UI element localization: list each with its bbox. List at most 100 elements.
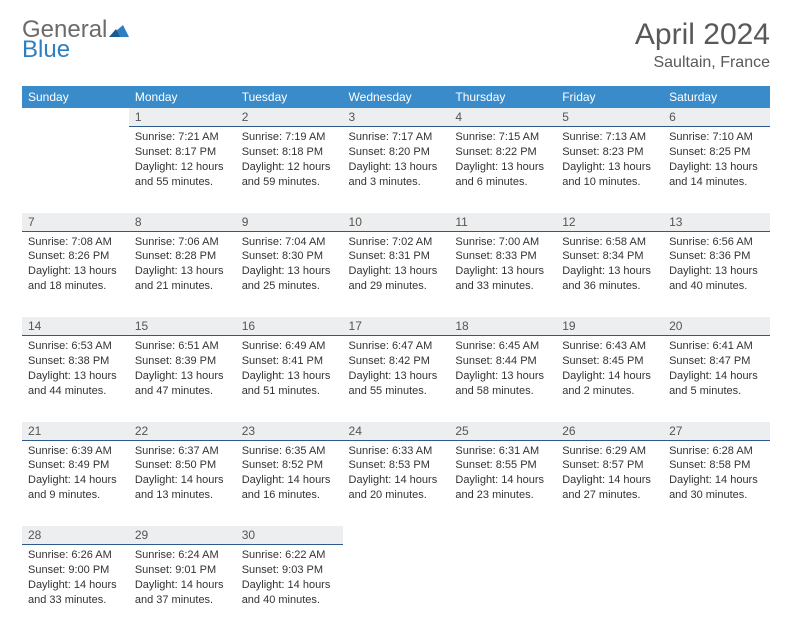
sunset-text: Sunset: 8:44 PM bbox=[455, 354, 550, 369]
day-content-cell bbox=[556, 545, 663, 631]
day-number-cell: 14 bbox=[22, 317, 129, 336]
day-content-cell: Sunrise: 7:00 AMSunset: 8:33 PMDaylight:… bbox=[449, 231, 556, 317]
sunrise-text: Sunrise: 6:24 AM bbox=[135, 548, 230, 563]
sunset-text: Sunset: 8:28 PM bbox=[135, 249, 230, 264]
daylight-text-line1: Daylight: 14 hours bbox=[242, 473, 337, 488]
daynum-row: 282930 bbox=[22, 526, 770, 545]
sunset-text: Sunset: 8:25 PM bbox=[669, 145, 764, 160]
day-number-cell: 7 bbox=[22, 213, 129, 232]
day-number-cell: 20 bbox=[663, 317, 770, 336]
sunrise-text: Sunrise: 7:13 AM bbox=[562, 130, 657, 145]
day-content-cell: Sunrise: 6:56 AMSunset: 8:36 PMDaylight:… bbox=[663, 231, 770, 317]
daylight-text-line1: Daylight: 13 hours bbox=[135, 264, 230, 279]
day-content-cell: Sunrise: 6:53 AMSunset: 8:38 PMDaylight:… bbox=[22, 336, 129, 422]
day-number-cell: 22 bbox=[129, 422, 236, 441]
day-number-cell bbox=[22, 108, 129, 127]
day-content-cell: Sunrise: 7:13 AMSunset: 8:23 PMDaylight:… bbox=[556, 127, 663, 213]
weekday-header: Monday bbox=[129, 86, 236, 108]
sunset-text: Sunset: 8:18 PM bbox=[242, 145, 337, 160]
daylight-text-line2: and 40 minutes. bbox=[669, 279, 764, 294]
daylight-text-line1: Daylight: 13 hours bbox=[349, 369, 444, 384]
weekday-header: Saturday bbox=[663, 86, 770, 108]
day-number-cell: 30 bbox=[236, 526, 343, 545]
day-number-cell: 25 bbox=[449, 422, 556, 441]
sunset-text: Sunset: 8:42 PM bbox=[349, 354, 444, 369]
sunset-text: Sunset: 8:47 PM bbox=[669, 354, 764, 369]
logo-text-blue: Blue bbox=[22, 38, 129, 62]
daylight-text-line2: and 37 minutes. bbox=[135, 593, 230, 608]
sunrise-text: Sunrise: 6:49 AM bbox=[242, 339, 337, 354]
day-content-cell: Sunrise: 6:22 AMSunset: 9:03 PMDaylight:… bbox=[236, 545, 343, 631]
location: Saultain, France bbox=[635, 54, 770, 72]
sunset-text: Sunset: 8:57 PM bbox=[562, 458, 657, 473]
daylight-text-line2: and 55 minutes. bbox=[135, 175, 230, 190]
sunrise-text: Sunrise: 6:43 AM bbox=[562, 339, 657, 354]
daylight-text-line1: Daylight: 12 hours bbox=[135, 160, 230, 175]
day-content-cell: Sunrise: 7:10 AMSunset: 8:25 PMDaylight:… bbox=[663, 127, 770, 213]
daylight-text-line2: and 55 minutes. bbox=[349, 384, 444, 399]
daylight-text-line1: Daylight: 13 hours bbox=[28, 369, 123, 384]
sunrise-text: Sunrise: 6:53 AM bbox=[28, 339, 123, 354]
daylight-text-line2: and 10 minutes. bbox=[562, 175, 657, 190]
daylight-text-line2: and 33 minutes. bbox=[455, 279, 550, 294]
calendar-table: Sunday Monday Tuesday Wednesday Thursday… bbox=[22, 86, 770, 631]
day-content-cell: Sunrise: 6:41 AMSunset: 8:47 PMDaylight:… bbox=[663, 336, 770, 422]
daylight-text-line2: and 16 minutes. bbox=[242, 488, 337, 503]
day-content-cell: Sunrise: 6:51 AMSunset: 8:39 PMDaylight:… bbox=[129, 336, 236, 422]
day-content-cell: Sunrise: 7:06 AMSunset: 8:28 PMDaylight:… bbox=[129, 231, 236, 317]
daylight-text-line1: Daylight: 14 hours bbox=[349, 473, 444, 488]
day-content-row: Sunrise: 6:53 AMSunset: 8:38 PMDaylight:… bbox=[22, 336, 770, 422]
day-number-cell: 26 bbox=[556, 422, 663, 441]
daylight-text-line2: and 18 minutes. bbox=[28, 279, 123, 294]
day-content-cell bbox=[343, 545, 450, 631]
logo: GeneralBlue bbox=[22, 18, 129, 62]
daylight-text-line1: Daylight: 13 hours bbox=[28, 264, 123, 279]
daylight-text-line2: and 27 minutes. bbox=[562, 488, 657, 503]
day-content-cell bbox=[449, 545, 556, 631]
sunset-text: Sunset: 8:31 PM bbox=[349, 249, 444, 264]
daylight-text-line1: Daylight: 13 hours bbox=[562, 264, 657, 279]
daynum-row: 78910111213 bbox=[22, 213, 770, 232]
day-content-cell: Sunrise: 6:29 AMSunset: 8:57 PMDaylight:… bbox=[556, 440, 663, 526]
daylight-text-line2: and 21 minutes. bbox=[135, 279, 230, 294]
day-content-cell: Sunrise: 7:02 AMSunset: 8:31 PMDaylight:… bbox=[343, 231, 450, 317]
day-number-cell bbox=[449, 526, 556, 545]
day-number-cell: 18 bbox=[449, 317, 556, 336]
day-content-cell bbox=[663, 545, 770, 631]
day-number-cell: 15 bbox=[129, 317, 236, 336]
day-number-cell: 19 bbox=[556, 317, 663, 336]
day-number-cell: 17 bbox=[343, 317, 450, 336]
day-content-cell: Sunrise: 6:37 AMSunset: 8:50 PMDaylight:… bbox=[129, 440, 236, 526]
daylight-text-line1: Daylight: 13 hours bbox=[669, 160, 764, 175]
day-number-cell: 2 bbox=[236, 108, 343, 127]
sunset-text: Sunset: 8:34 PM bbox=[562, 249, 657, 264]
daylight-text-line1: Daylight: 12 hours bbox=[242, 160, 337, 175]
sunrise-text: Sunrise: 6:31 AM bbox=[455, 444, 550, 459]
sunset-text: Sunset: 8:20 PM bbox=[349, 145, 444, 160]
day-number-cell: 21 bbox=[22, 422, 129, 441]
weekday-header: Wednesday bbox=[343, 86, 450, 108]
day-number-cell: 5 bbox=[556, 108, 663, 127]
weekday-header-row: Sunday Monday Tuesday Wednesday Thursday… bbox=[22, 86, 770, 108]
sunrise-text: Sunrise: 6:41 AM bbox=[669, 339, 764, 354]
sunrise-text: Sunrise: 6:29 AM bbox=[562, 444, 657, 459]
daylight-text-line2: and 14 minutes. bbox=[669, 175, 764, 190]
sunrise-text: Sunrise: 7:04 AM bbox=[242, 235, 337, 250]
day-content-cell: Sunrise: 6:26 AMSunset: 9:00 PMDaylight:… bbox=[22, 545, 129, 631]
sunrise-text: Sunrise: 6:22 AM bbox=[242, 548, 337, 563]
day-number-cell: 1 bbox=[129, 108, 236, 127]
daylight-text-line1: Daylight: 13 hours bbox=[135, 369, 230, 384]
day-number-cell: 23 bbox=[236, 422, 343, 441]
day-content-row: Sunrise: 6:39 AMSunset: 8:49 PMDaylight:… bbox=[22, 440, 770, 526]
sunset-text: Sunset: 8:49 PM bbox=[28, 458, 123, 473]
daylight-text-line1: Daylight: 14 hours bbox=[28, 473, 123, 488]
daylight-text-line2: and 13 minutes. bbox=[135, 488, 230, 503]
day-number-cell: 6 bbox=[663, 108, 770, 127]
calendar-body: 123456Sunrise: 7:21 AMSunset: 8:17 PMDay… bbox=[22, 108, 770, 631]
sunrise-text: Sunrise: 7:10 AM bbox=[669, 130, 764, 145]
day-number-cell: 13 bbox=[663, 213, 770, 232]
day-number-cell: 10 bbox=[343, 213, 450, 232]
daylight-text-line2: and 23 minutes. bbox=[455, 488, 550, 503]
sunrise-text: Sunrise: 7:06 AM bbox=[135, 235, 230, 250]
day-content-cell: Sunrise: 7:08 AMSunset: 8:26 PMDaylight:… bbox=[22, 231, 129, 317]
